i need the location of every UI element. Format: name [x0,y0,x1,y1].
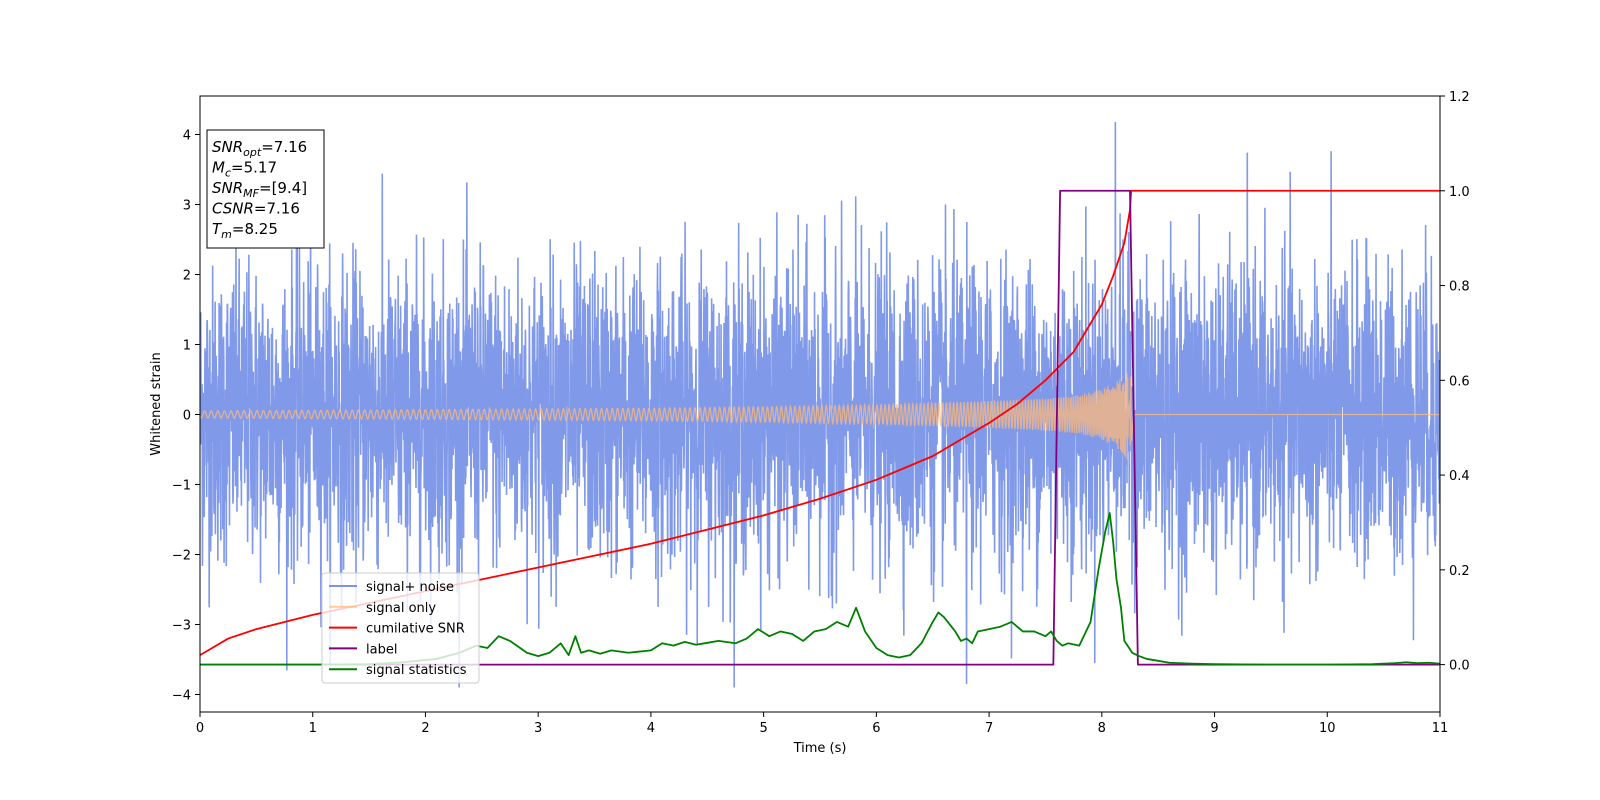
info-box-line: Mc=5.17 [212,159,277,180]
x-tick-label: 4 [647,721,655,736]
y-tick-label: −4 [172,689,191,704]
info-box-frame [206,129,325,249]
y2-tick-label: 0.4 [1449,469,1470,484]
y2-tick-label: 0.6 [1449,374,1470,389]
x-tick-label: 6 [872,721,880,736]
x-tick-label: 9 [1210,721,1218,736]
legend-label: signal statistics [366,663,467,678]
x-tick-label: 8 [1098,721,1106,736]
legend: signal+ noise signal only cumilative SNR la… [321,572,480,684]
info-box-line: Tm=8.25 [212,220,278,241]
y-tick-label: 1 [183,339,191,354]
axes: 0 1 2 3 4 5 6 7 8 9 10 11 −4 −3 −2 −1 0 1 2 3 4 0.0 0.2 0.4 0.6 0… [172,90,1470,736]
y-tick-label: 0 [183,409,191,424]
info-box-line: SNRMF=[9.4] [212,179,307,200]
x-axis-label: Time (s) [793,741,847,756]
y2-tick-label: 1.0 [1449,185,1470,200]
y-tick-label: −3 [172,619,191,634]
y2-tick-label: 1.2 [1449,90,1470,105]
x-tick-label: 5 [759,721,767,736]
legend-label: signal+ noise [366,580,454,595]
y-tick-label: −2 [172,549,191,564]
x-tick-label: 0 [196,721,204,736]
legend-label: cumilative SNR [366,622,465,637]
y2-tick-label: 0.8 [1449,280,1470,295]
info-box-line: SNRopt=7.16 [212,138,307,159]
x-tick-label: 11 [1432,721,1449,736]
plot-frame [199,95,1441,713]
x-tick-label: 1 [309,721,317,736]
legend-label: label [366,642,397,657]
y-tick-label: 2 [183,269,191,284]
legend-frame [321,572,480,684]
y-tick-label: 3 [183,199,191,214]
x-tick-label: 3 [534,721,542,736]
y-tick-label: 4 [183,129,191,144]
y2-tick-label: 0.0 [1449,659,1470,674]
y-tick-label: −1 [172,479,191,494]
y2-tick-label: 0.2 [1449,564,1470,579]
x-tick-label: 7 [985,721,993,736]
series-label-line [200,189,1440,666]
series-signal-only-line [200,373,1440,460]
x-tick-label: 10 [1319,721,1336,736]
legend-label: signal only [366,601,436,616]
series-signal-noise-line [200,121,1440,688]
x-tick-label: 2 [421,721,429,736]
y-axis-label: Whitened strain [149,352,164,455]
series-signal-statistics-line [200,512,1440,666]
info-box-line: CSNR=7.16 [212,200,300,218]
